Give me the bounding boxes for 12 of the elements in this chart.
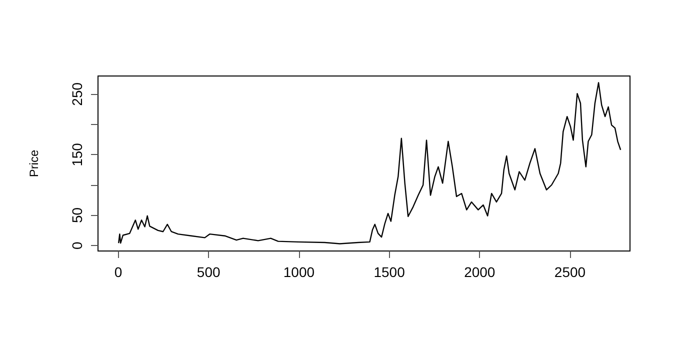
- y-axis-title: Price: [27, 150, 41, 178]
- x-tick-label: 0: [114, 264, 122, 280]
- y-tick-label: 50: [69, 207, 85, 224]
- x-tick-label: 1000: [283, 264, 315, 280]
- y-tick-label: 150: [69, 142, 85, 166]
- y-tick-label: 250: [69, 82, 85, 106]
- y-tick-label: 0: [69, 241, 85, 250]
- x-tick-label: 1500: [374, 264, 406, 280]
- line-series: [118, 82, 622, 244]
- x-tick-label: 500: [196, 264, 220, 280]
- x-tick-label: 2000: [464, 264, 496, 280]
- x-tick-label: 2500: [554, 264, 586, 280]
